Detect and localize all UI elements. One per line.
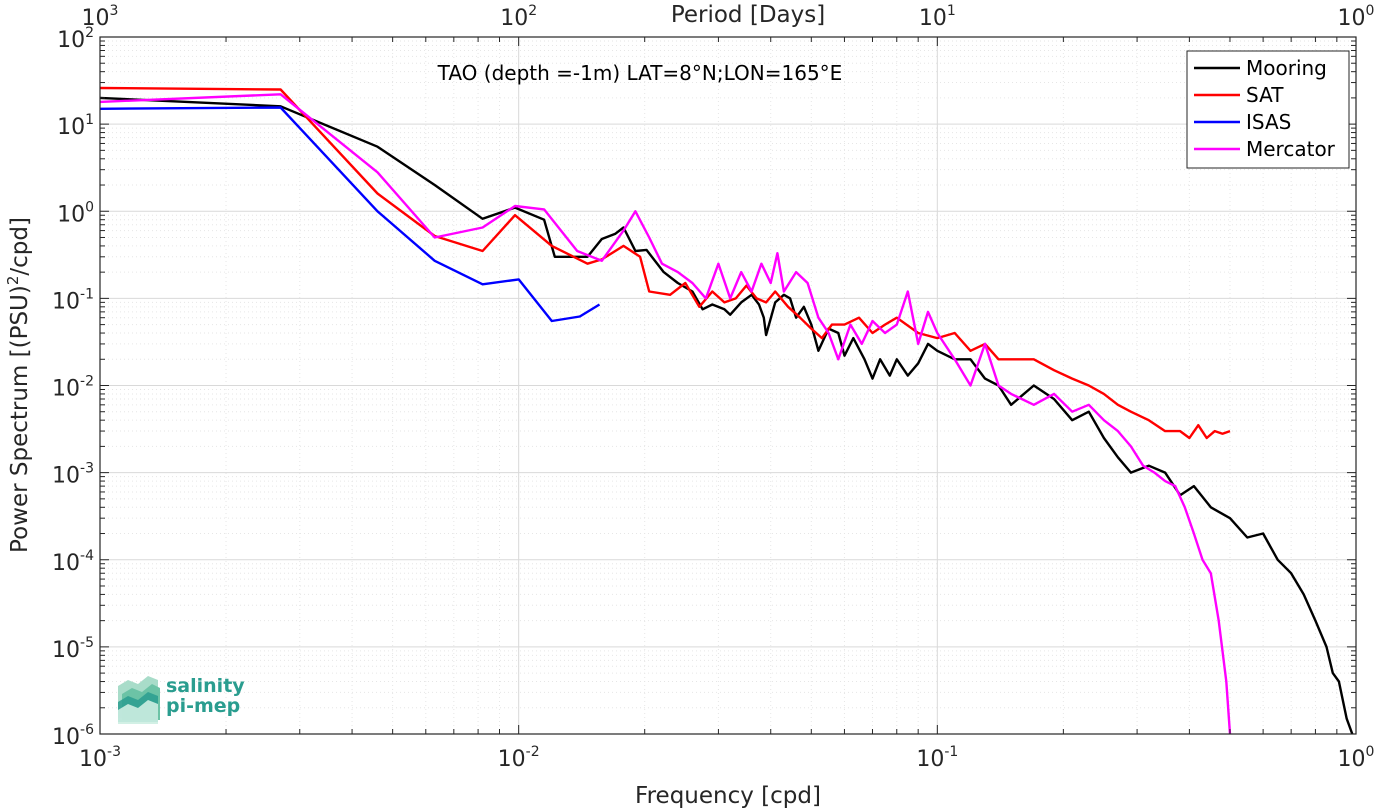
chart-annotation: TAO (depth =-1m) LAT=8°N;LON=165°E <box>437 61 843 85</box>
top-tick-label-exponent: 2 <box>528 3 537 19</box>
top-tick-labels: 103 102 101 100 <box>82 3 1375 31</box>
legend-label-isas: ISAS <box>1246 110 1291 134</box>
x-tick-label-exponent: -2 <box>526 744 540 760</box>
top-axis-title: Period [Days] <box>671 2 825 28</box>
x-tick-label-exponent: 0 <box>1366 744 1375 760</box>
y-tick-label-exponent: 2 <box>85 25 94 41</box>
y-tick-label: 102 <box>57 25 94 53</box>
y-axis-title-text: Power Spectrum [(PSU) <box>7 285 33 553</box>
y-tick-label: 10-1 <box>52 286 94 314</box>
y-tick-label: 100 <box>57 199 94 227</box>
x-tick-label: 10-1 <box>916 744 958 772</box>
y-tick-label-base: 10 <box>57 202 85 227</box>
x-tick-label: 100 <box>1338 744 1375 772</box>
y-tick-label-base: 10 <box>52 725 80 750</box>
y-tick-label-base: 10 <box>52 464 80 489</box>
y-tick-label-base: 10 <box>52 289 80 314</box>
y-tick-label-base: 10 <box>52 551 80 576</box>
salinity-pi-mep-logo: salinity pi-mep <box>118 675 245 724</box>
top-tick-label: 101 <box>919 3 956 31</box>
x-axis-title: Frequency [cpd] <box>635 783 821 809</box>
y-tick-label: 101 <box>57 112 94 140</box>
y-tick-label-exponent: -3 <box>80 461 94 477</box>
top-tick-label: 102 <box>500 3 537 31</box>
top-tick-label-exponent: 3 <box>110 3 119 19</box>
y-axis-title-exponent: 2 <box>4 276 22 286</box>
y-tick-label: 10-5 <box>52 635 94 663</box>
top-tick-label-base: 10 <box>82 6 110 31</box>
y-tick-label: 10-3 <box>52 461 94 489</box>
y-tick-label-exponent: 1 <box>85 112 94 128</box>
y-tick-label-exponent: -5 <box>80 635 94 651</box>
y-tick-label-base: 10 <box>57 28 85 53</box>
legend-label-sat: SAT <box>1246 83 1284 107</box>
series-line-sat <box>99 86 1231 440</box>
x-tick-label-base: 10 <box>498 747 526 772</box>
x-tick-label-base: 10 <box>1338 747 1366 772</box>
y-tick-label: 10-2 <box>52 374 94 402</box>
legend-label-mooring: Mooring <box>1246 56 1327 80</box>
y-tick-label-base: 10 <box>52 638 80 663</box>
y-tick-label: 10-6 <box>52 722 94 750</box>
y-tick-label-exponent: -2 <box>80 374 94 390</box>
top-tick-label: 100 <box>1338 3 1375 31</box>
series-line-mooring <box>99 96 1354 735</box>
y-tick-label-exponent: -6 <box>80 722 94 738</box>
x-tick-label-base: 10 <box>916 747 944 772</box>
x-tick-label: 10-3 <box>79 744 121 772</box>
x-tick-labels: 10-3 10-2 10-1 100 <box>79 744 1374 772</box>
x-tick-label: 10-2 <box>498 744 540 772</box>
legend-entries: Mooring SAT ISAS Mercator <box>1194 56 1336 161</box>
axis-ticks <box>99 36 1357 735</box>
top-tick-label-base: 10 <box>919 6 947 31</box>
series-line-isas <box>99 106 601 323</box>
top-tick-label-exponent: 0 <box>1366 3 1375 19</box>
y-axis-title: Power Spectrum [(PSU)2/cpd] <box>4 217 33 553</box>
x-tick-label-base: 10 <box>79 747 107 772</box>
legend-label-mercator: Mercator <box>1246 137 1336 161</box>
logo-line-2: pi-mep <box>166 695 240 717</box>
y-tick-label-base: 10 <box>52 377 80 402</box>
y-tick-label-base: 10 <box>57 115 85 140</box>
legend: Mooring SAT ISAS Mercator <box>1186 50 1350 169</box>
logo-wave-icon <box>118 676 160 724</box>
x-tick-label-exponent: -3 <box>107 744 121 760</box>
x-tick-label-exponent: -1 <box>944 744 958 760</box>
series-line-mercator <box>99 93 1232 735</box>
series-layer <box>99 86 1354 735</box>
y-axis-title-unit: /cpd] <box>7 217 33 276</box>
y-tick-label-exponent: -4 <box>80 548 94 564</box>
top-tick-label-base: 10 <box>500 6 528 31</box>
y-tick-label: 10-4 <box>52 548 94 576</box>
y-tick-label-exponent: -1 <box>80 286 94 302</box>
top-tick-label-exponent: 1 <box>947 3 956 19</box>
y-tick-label-exponent: 0 <box>85 199 94 215</box>
logo-line-1: salinity <box>166 675 245 697</box>
top-tick-label: 103 <box>82 3 119 31</box>
top-tick-label-base: 10 <box>1338 6 1366 31</box>
